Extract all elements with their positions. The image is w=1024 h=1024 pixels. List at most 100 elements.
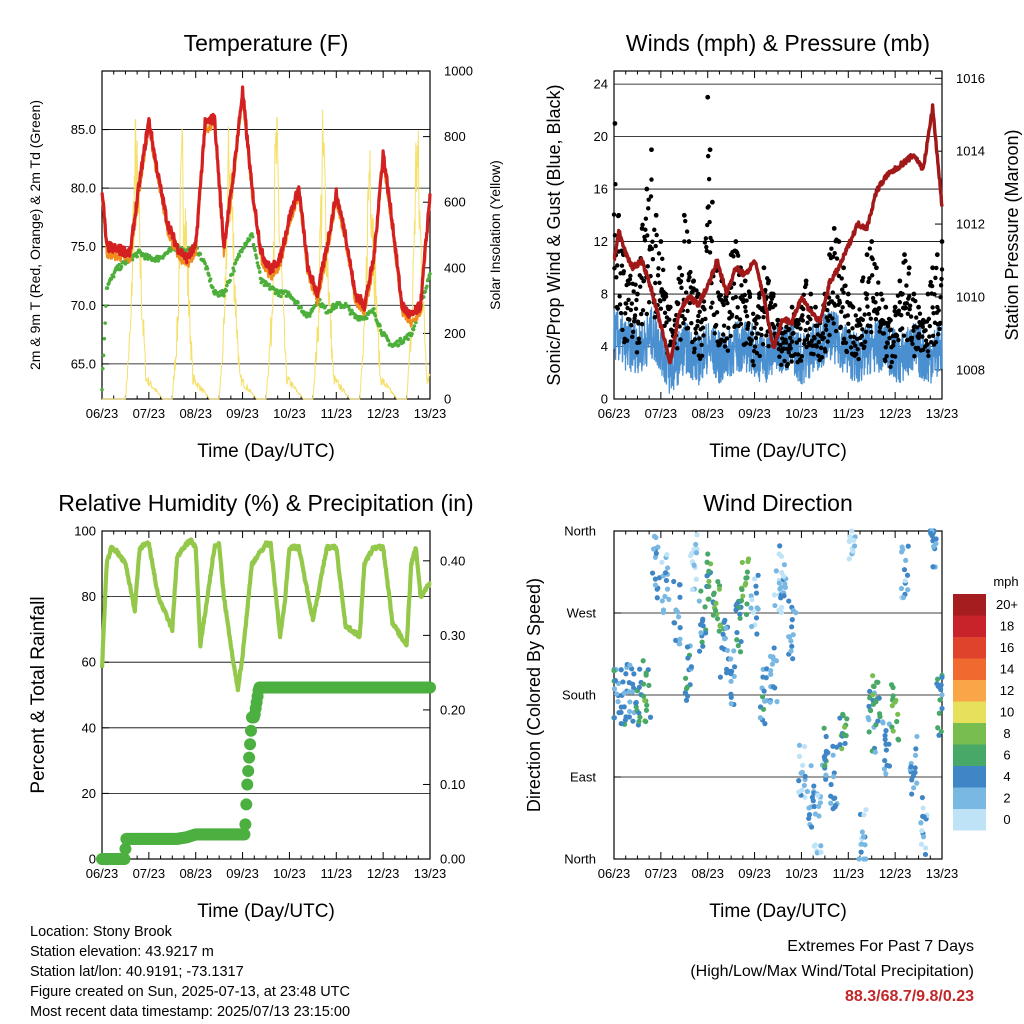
winddir-point: [911, 785, 917, 791]
winddir-point: [798, 770, 804, 776]
winddir-point: [706, 583, 712, 590]
winddir-point: [630, 681, 636, 687]
rh-line: [99, 537, 432, 693]
winddir-point: [796, 753, 803, 759]
gust-point: [637, 340, 642, 345]
winddir-point: [733, 607, 739, 613]
dewpoint-point: [205, 266, 210, 271]
temperature-panel: 06/23 07/23 08/23 09/23 10/23 11/23 12/23 13/23…: [27, 30, 503, 462]
y-tick-label: 100: [74, 524, 96, 539]
gust-point: [750, 331, 755, 336]
gust-point: [785, 362, 791, 367]
winddir-point: [637, 666, 643, 672]
gust-point: [932, 292, 937, 297]
gust-point: [613, 181, 618, 187]
winddir-point: [721, 636, 728, 642]
gust-point: [925, 342, 930, 347]
gust-point: [860, 317, 866, 323]
gust-point: [913, 298, 918, 304]
gust-point: [846, 329, 851, 334]
gust-point: [650, 239, 655, 244]
gust-point: [850, 326, 855, 331]
winddir-point: [677, 594, 683, 600]
winddir-point: [781, 573, 787, 579]
winddir-point: [626, 714, 632, 720]
gust-point: [700, 325, 706, 330]
x-tick-label: 12/23: [879, 406, 912, 421]
gust-point: [646, 197, 651, 202]
winddir-point: [898, 585, 905, 592]
winddir-point: [882, 736, 888, 743]
gust-point: [699, 342, 704, 348]
gust-point: [682, 239, 687, 244]
gust-point: [646, 206, 651, 211]
gust-peak-point: [612, 121, 618, 126]
precip-point: [242, 765, 255, 778]
winddir-point: [832, 803, 839, 809]
gust-point: [768, 300, 774, 305]
gust-point: [936, 332, 941, 337]
gust-peak-point: [939, 239, 945, 244]
gust-point: [805, 320, 810, 326]
winddir-point: [653, 534, 659, 541]
gust-peak-point: [859, 278, 865, 284]
gust-point: [617, 302, 623, 307]
gust-point: [848, 334, 853, 340]
winddir-point: [611, 686, 618, 692]
gust-point: [853, 313, 858, 318]
winddir-point: [913, 746, 919, 752]
gust-point: [685, 325, 691, 331]
x-tick-label: 09/23: [738, 406, 771, 421]
winddir-point: [717, 623, 723, 629]
y-tick-label: 80.0: [71, 181, 96, 196]
winddir-point: [808, 763, 814, 769]
gust-point: [811, 351, 816, 357]
winddir-point: [715, 578, 721, 585]
gust-point: [862, 312, 867, 317]
dewpoint-point: [255, 261, 260, 265]
gust-point: [743, 309, 748, 314]
gust-point: [636, 336, 642, 341]
gust-point: [834, 256, 840, 261]
gust-point: [833, 328, 839, 334]
gust-point: [679, 273, 685, 278]
y-tick-label: 75.0: [71, 239, 96, 254]
winddir-point: [643, 718, 649, 725]
gust-point: [899, 326, 905, 331]
extremes-subtitle: (High/Low/Max Wind/Total Precipitation): [690, 963, 974, 980]
dewpoint-point: [254, 256, 259, 260]
gust-point: [869, 329, 874, 335]
dewpoint-point: [299, 305, 303, 310]
precip-point: [424, 681, 436, 694]
gust-point: [815, 323, 820, 329]
gust-point: [722, 344, 728, 349]
winddir-point: [731, 673, 737, 679]
winddir-point: [696, 598, 702, 604]
gust-point: [843, 283, 848, 288]
gust-point: [653, 243, 658, 249]
gust-point: [895, 293, 901, 298]
winddir-point: [647, 714, 654, 720]
winddir-point: [918, 841, 925, 847]
winddir-point: [612, 677, 619, 684]
winddir-point: [821, 725, 827, 731]
winddir-point: [662, 570, 669, 576]
gust-point: [929, 283, 935, 289]
gust-point: [657, 280, 662, 286]
winddir-point: [694, 532, 700, 538]
gust-point: [795, 352, 801, 357]
gust-point: [664, 320, 669, 325]
gust-point: [706, 204, 711, 209]
winddir-point: [823, 733, 829, 740]
gust-point: [867, 246, 873, 251]
gust-point: [920, 324, 925, 329]
gust-point: [615, 306, 620, 311]
winddir-point: [922, 851, 929, 858]
gust-point: [780, 336, 785, 341]
winddir-point: [643, 707, 650, 713]
gust-point: [862, 339, 868, 345]
gust-peak-point: [653, 212, 659, 218]
gust-point: [939, 267, 945, 272]
gust-peak-point: [635, 291, 640, 297]
gust-point: [760, 342, 766, 347]
